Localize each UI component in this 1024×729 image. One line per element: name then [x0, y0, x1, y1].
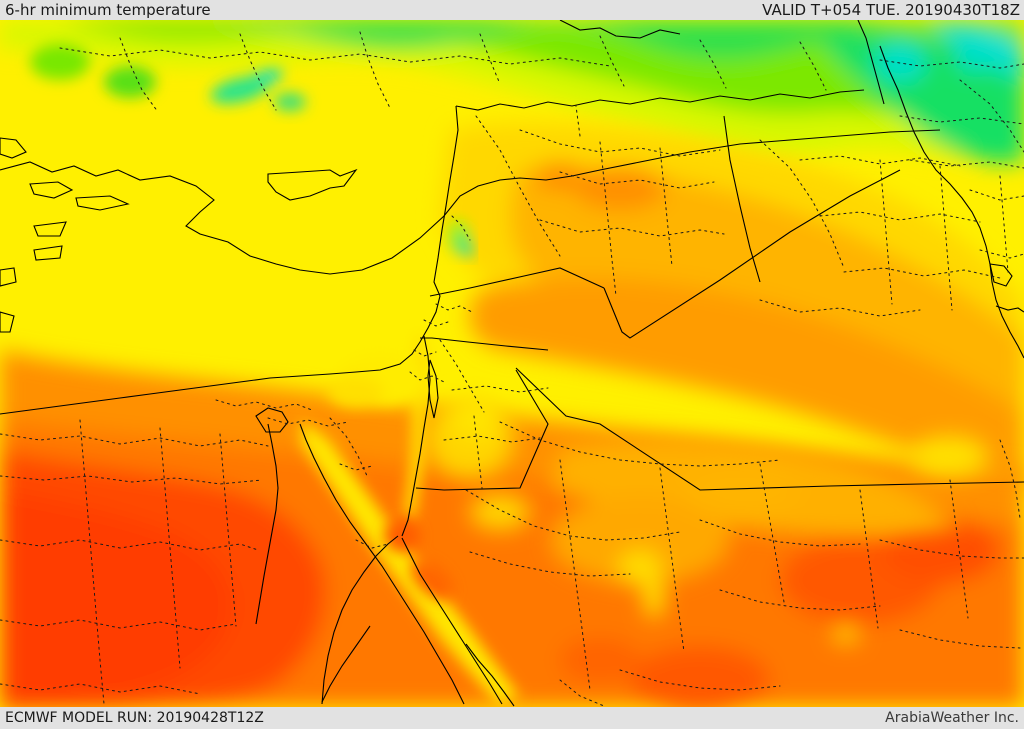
model-run-label: ECMWF MODEL RUN: 20190428T12Z: [5, 710, 264, 726]
field-north-cool: [0, 20, 1024, 163]
field-jordan-yellow: [426, 392, 530, 530]
header-bar: 6-hr minimum temperature VALID T+054 TUE…: [0, 0, 1024, 20]
field-south-hot: [0, 350, 1024, 707]
field-taurus-cool: [30, 44, 306, 111]
temperature-map[interactable]: [0, 20, 1024, 707]
field-sinai-yellow: [328, 354, 424, 408]
field-lebanon-cool: [446, 218, 473, 257]
map-coastlines: [0, 20, 1024, 707]
provider-credit: ArabiaWeather Inc.: [885, 710, 1019, 726]
temperature-field-svg: [0, 20, 1024, 707]
map-admin-boundaries: [0, 31, 1024, 707]
valid-time-label: VALID T+054 TUE. 20190430T18Z: [762, 1, 1020, 19]
field-mediterranean: [0, 120, 430, 350]
footer-bar: ECMWF MODEL RUN: 20190428T12Z ArabiaWeat…: [0, 707, 1024, 729]
page-title: 6-hr minimum temperature: [5, 1, 211, 19]
field-levant-amber: [440, 122, 1024, 490]
